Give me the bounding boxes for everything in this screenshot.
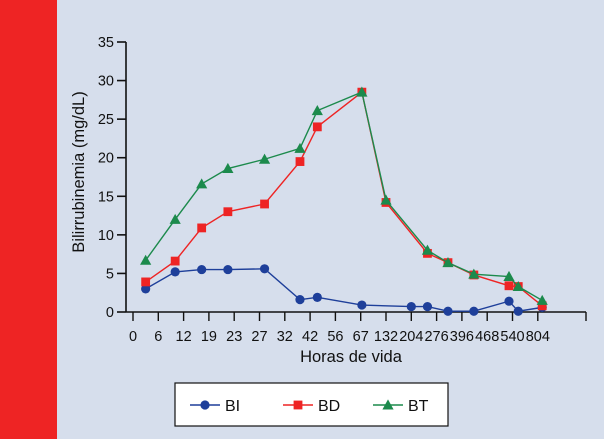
data-point <box>223 207 233 217</box>
x-tick-label: 276 <box>424 329 448 345</box>
legend-item-bt: BT <box>373 398 429 415</box>
data-point <box>222 162 234 173</box>
axes: 0 5 10 15 20 25 30 35 0 6 12 19 23 27 32 42 56 67 132 204 27… <box>98 35 587 345</box>
x-tick-label: 27 <box>251 329 267 345</box>
data-point <box>468 268 480 279</box>
y-tick-label: 0 <box>106 305 114 321</box>
data-point <box>382 399 394 410</box>
data-point <box>512 280 524 292</box>
data-point <box>504 296 514 306</box>
data-point <box>140 254 152 265</box>
y-tick-label: 30 <box>98 74 114 90</box>
y-axis-label: Bilirrubinemia (mg/dL) <box>70 91 88 252</box>
x-tick-label: 19 <box>201 329 217 345</box>
x-tick-label: 804 <box>526 329 550 345</box>
series-layer <box>140 86 548 316</box>
data-point <box>380 194 392 205</box>
y-tick-label: 5 <box>106 266 114 282</box>
x-tick-label: 468 <box>475 329 499 345</box>
data-point <box>312 122 322 132</box>
x-tick-label: 12 <box>176 329 192 345</box>
data-point <box>170 267 180 277</box>
x-tick-label: 132 <box>374 329 398 345</box>
data-point <box>293 400 303 410</box>
chart-panel <box>57 0 604 439</box>
data-point <box>170 256 180 266</box>
series-bt <box>140 86 548 305</box>
accent-bar <box>0 0 57 439</box>
legend-item-bd: BD <box>283 398 340 415</box>
data-point <box>503 270 515 281</box>
y-tick-label: 15 <box>98 189 114 205</box>
data-point <box>537 301 547 311</box>
data-point <box>295 295 305 305</box>
data-point <box>443 306 453 316</box>
series-bd <box>141 87 547 311</box>
data-point <box>294 142 306 153</box>
x-tick-label: 23 <box>226 329 242 345</box>
data-point <box>422 302 433 312</box>
series-line-bd <box>145 90 543 307</box>
data-point <box>311 105 323 116</box>
x-tick-label: 0 <box>129 329 137 345</box>
data-point <box>356 86 368 97</box>
data-point <box>258 153 271 164</box>
data-point <box>536 294 548 305</box>
data-point <box>312 292 322 302</box>
x-axis-label: Horas de vida <box>300 348 403 366</box>
y-tick-label: 35 <box>98 35 114 51</box>
data-point <box>200 400 210 410</box>
data-point <box>141 277 151 287</box>
data-point <box>169 213 181 224</box>
data-point <box>421 244 434 255</box>
x-tick-label: 56 <box>327 329 343 345</box>
y-tick-label: 20 <box>98 151 114 167</box>
legend: BI BD BT <box>174 382 449 427</box>
data-point <box>197 264 207 275</box>
data-point <box>196 178 208 189</box>
data-point <box>141 284 151 294</box>
data-point <box>442 257 454 268</box>
data-point <box>357 300 367 310</box>
data-point <box>223 264 233 275</box>
y-tick-label: 25 <box>98 112 114 128</box>
x-tick-label: 67 <box>353 329 369 345</box>
data-point <box>260 199 269 209</box>
x-tick-label: 204 <box>399 329 423 345</box>
data-point <box>295 157 305 166</box>
legend-label: BT <box>408 398 429 415</box>
y-tick-label: 10 <box>98 228 114 244</box>
x-tick-label: 32 <box>277 329 293 345</box>
x-tick-label: 6 <box>154 329 162 345</box>
x-tick-label: 540 <box>500 329 524 345</box>
data-point <box>197 223 207 233</box>
data-point <box>406 302 416 312</box>
series-bi <box>141 264 547 316</box>
legend-item-bi: BI <box>190 398 240 415</box>
x-tick-label: 42 <box>302 329 318 345</box>
legend-label: BD <box>318 398 340 415</box>
data-point <box>504 281 514 291</box>
x-tick-label: 396 <box>450 329 474 345</box>
data-point <box>469 306 479 316</box>
data-point <box>259 264 270 274</box>
data-point <box>513 306 523 316</box>
legend-label: BI <box>225 398 240 415</box>
